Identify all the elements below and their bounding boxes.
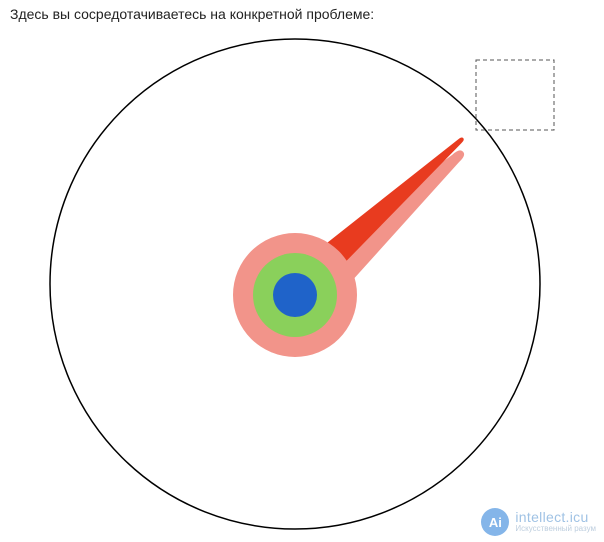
watermark-sub: Искусственный разум — [515, 525, 596, 533]
watermark-text: intellect.icu Искусственный разум — [515, 510, 596, 533]
watermark-main: intellect.icu — [515, 510, 596, 525]
center-ring-2 — [273, 273, 317, 317]
diagram-stage — [0, 0, 604, 542]
focus-box — [476, 60, 554, 130]
watermark: Ai intellect.icu Искусственный разум — [481, 508, 596, 536]
watermark-badge: Ai — [481, 508, 509, 536]
